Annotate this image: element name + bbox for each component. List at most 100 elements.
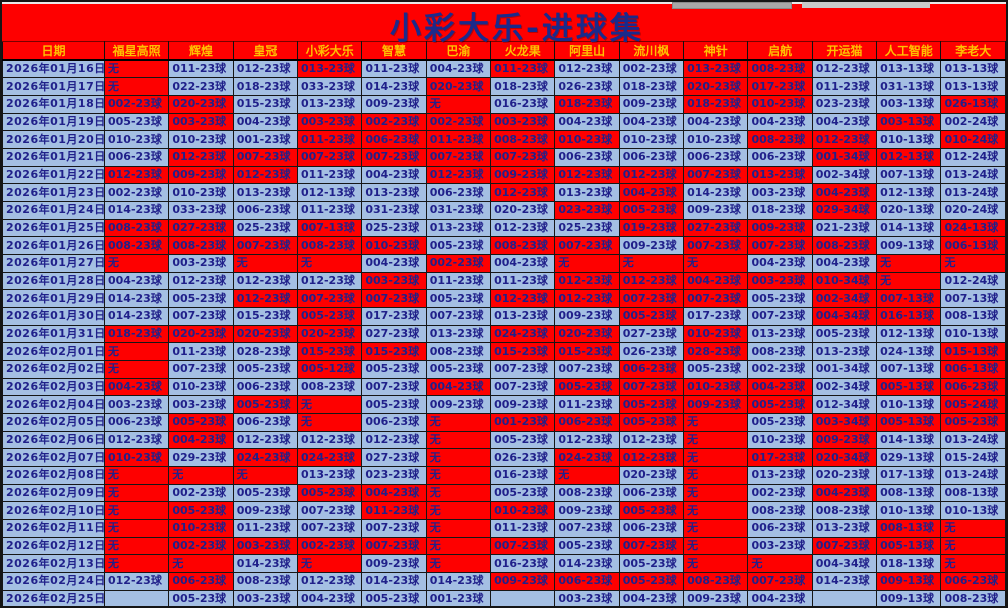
data-cell: 010-23球 <box>747 430 813 450</box>
date-cell: 2026年01月23日 <box>2 183 105 202</box>
data-cell: 008-23球 <box>297 377 363 397</box>
data-cell: 006-23球 <box>425 183 492 202</box>
data-cell: 无 <box>425 518 492 538</box>
data-cell: 005-23球 <box>425 236 492 255</box>
data-cell: 004-23球 <box>361 165 427 185</box>
data-cell: 008-23球 <box>747 130 813 149</box>
data-cell: 003-23球 <box>747 536 813 556</box>
data-cell: 014-23球 <box>361 571 427 591</box>
column-header: 巴渝 <box>425 41 492 61</box>
data-cell: 015-24球 <box>940 448 1006 467</box>
data-cell: 020-24球 <box>940 200 1006 220</box>
data-cell: 027-23球 <box>618 324 685 344</box>
data-cell: 006-23球 <box>232 412 299 432</box>
data-cell: 001-23球 <box>425 589 492 606</box>
data-cell: 012-23球 <box>490 289 556 308</box>
data-cell: 009-13球 <box>876 571 942 591</box>
data-cell: 005-23球 <box>168 589 234 606</box>
data-cell: 无 <box>103 253 170 273</box>
data-cell: 015-23球 <box>232 306 299 326</box>
data-cell: 006-23球 <box>232 377 299 397</box>
data-cell: 无 <box>425 554 492 573</box>
date-cell: 2026年02月01日 <box>2 342 105 361</box>
data-cell: 012-23球 <box>554 430 620 450</box>
data-cell: 004-23球 <box>232 112 299 132</box>
data-cell: 012-13球 <box>876 183 942 202</box>
data-cell: 018-23球 <box>683 94 749 114</box>
data-cell: 004-23球 <box>103 377 170 397</box>
data-cell: 无 <box>103 59 170 79</box>
data-cell: 013-24球 <box>940 183 1006 202</box>
table-row: 2026年01月27日无 003-23球无无 004-23球 002-23球 004-2… <box>2 253 1006 273</box>
data-cell: 007-13球 <box>297 218 363 238</box>
data-cell: 005-23球 <box>297 483 363 503</box>
date-cell: 2026年02月09日 <box>2 483 105 503</box>
data-cell: 031-23球 <box>361 200 427 220</box>
data-cell: 002-23球 <box>168 536 234 556</box>
data-cell: 006-13球 <box>940 236 1006 255</box>
data-cell: 011-23球 <box>168 59 234 79</box>
data-cell: 005-23球 <box>490 483 556 503</box>
data-cell: 017-23球 <box>747 77 813 96</box>
data-cell: 012-23球 <box>811 59 878 79</box>
date-cell: 2026年01月28日 <box>2 271 105 291</box>
data-cell: 006-23球 <box>554 571 620 591</box>
title-bar: 小彩大乐-进球集 <box>2 2 1006 47</box>
date-cell: 2026年01月26日 <box>2 236 105 255</box>
data-cell: 008-23球 <box>425 342 492 361</box>
table-body: 2026年01月16日无 011-23球 012-23球 013-23球 011-23球… <box>2 59 1006 606</box>
data-cell: 006-23球 <box>361 412 427 432</box>
data-cell: 010-23球 <box>361 236 427 255</box>
data-cell: 010-23球 <box>618 130 685 149</box>
data-cell: 014-23球 <box>103 306 170 326</box>
data-cell: 023-23球 <box>811 94 878 114</box>
data-cell: 003-23球 <box>168 112 234 132</box>
data-cell: 004-34球 <box>811 306 878 326</box>
data-cell: 005-23球 <box>554 536 620 556</box>
table-row: 2026年02月04日 003-23球 003-23球 005-23球无 005-23球… <box>2 395 1006 414</box>
data-cell: 025-23球 <box>361 218 427 238</box>
data-cell: 006-23球 <box>618 483 685 503</box>
data-cell: 008-23球 <box>747 342 813 361</box>
data-cell: 007-23球 <box>168 359 234 379</box>
data-cell: 005-23球 <box>361 395 427 414</box>
data-cell: 012-23球 <box>168 271 234 291</box>
data-cell: 020-23球 <box>811 465 878 485</box>
data-cell: 004-23球 <box>425 59 492 79</box>
data-cell: 008-23球 <box>811 236 878 255</box>
data-cell: 008-23球 <box>490 130 556 149</box>
data-cell: 010-23球 <box>683 377 749 397</box>
data-cell: 012-34球 <box>811 395 878 414</box>
data-cell: 010-23球 <box>103 448 170 467</box>
data-cell: 024-13球 <box>940 218 1006 238</box>
data-cell: 008-23球 <box>490 236 556 255</box>
data-cell <box>490 589 556 606</box>
table-row: 2026年01月30日 014-23球 007-23球 015-23球 005-23球 0… <box>2 306 1006 326</box>
data-cell: 007-13球 <box>876 289 942 308</box>
table-row: 2026年02月09日无 002-23球 005-23球 005-23球 004-23球… <box>2 483 1006 503</box>
data-cell: 003-23球 <box>297 112 363 132</box>
data-cell: 018-23球 <box>618 77 685 96</box>
date-cell: 2026年02月12日 <box>2 536 105 556</box>
data-cell: 无 <box>168 465 234 485</box>
data-cell: 018-23球 <box>554 94 620 114</box>
data-cell: 012-23球 <box>554 59 620 79</box>
results-table: 日期 福星高照 辉煌 皇冠 小彩大乐 智慧 巴渝 火龙果 阿里山 流川枫 神针 启航 开运猫 人工智能 李老… <box>2 41 1006 606</box>
data-cell: 027-23球 <box>361 324 427 344</box>
column-header: 阿里山 <box>554 41 620 61</box>
data-cell: 007-23球 <box>232 236 299 255</box>
data-cell: 005-23球 <box>940 412 1006 432</box>
data-cell: 011-23球 <box>490 518 556 538</box>
data-cell: 010-23球 <box>554 130 620 149</box>
data-cell: 011-23球 <box>361 501 427 520</box>
data-cell: 014-13球 <box>876 218 942 238</box>
data-cell: 011-23球 <box>811 77 878 96</box>
data-cell: 006-23球 <box>747 518 813 538</box>
data-cell: 002-23球 <box>618 59 685 79</box>
data-cell: 008-13球 <box>940 483 1006 503</box>
data-cell: 020-23球 <box>297 324 363 344</box>
data-cell: 020-23球 <box>168 94 234 114</box>
data-cell: 007-23球 <box>683 236 749 255</box>
data-cell: 无 <box>103 342 170 361</box>
data-cell: 006-23球 <box>361 130 427 149</box>
